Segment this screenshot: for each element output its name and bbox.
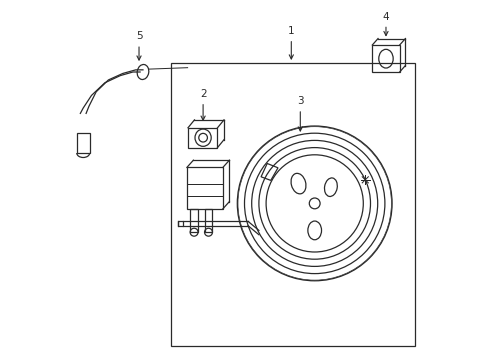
Bar: [186, 167, 223, 209]
Text: 2: 2: [200, 89, 206, 120]
Text: 1: 1: [287, 26, 294, 59]
Bar: [187, 128, 217, 148]
Bar: [178, 221, 183, 226]
Text: 4: 4: [382, 12, 388, 36]
Bar: [371, 45, 399, 72]
Text: 3: 3: [296, 96, 303, 131]
Bar: [170, 63, 415, 346]
Bar: [204, 209, 212, 232]
Bar: [77, 133, 89, 153]
Text: 5: 5: [136, 31, 142, 60]
Bar: [190, 209, 198, 232]
